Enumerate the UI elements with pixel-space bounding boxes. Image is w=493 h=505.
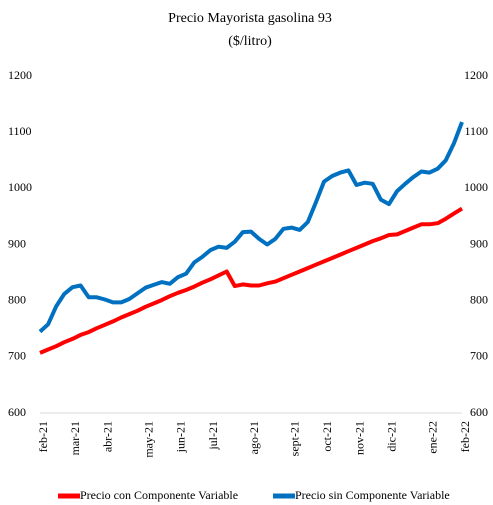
y2-tick-label: 1000 <box>464 180 488 194</box>
y2-tick-label: 1200 <box>464 68 488 82</box>
chart-subtitle: ($/litro) <box>228 34 272 49</box>
x-tick-label: sept-21 <box>287 421 301 456</box>
x-tick-label: feb-22 <box>458 421 472 452</box>
legend-label: Precio con Componente Variable <box>80 488 238 502</box>
x-tick-label: jul-21 <box>206 421 220 451</box>
x-tick-label: ago-21 <box>247 421 261 454</box>
x-tick-label: dic-21 <box>385 421 399 452</box>
x-tick-label: mar-21 <box>68 421 82 455</box>
y-tick-label: 600 <box>8 405 26 419</box>
chart-title: Precio Mayorista gasolina 93 <box>168 11 332 26</box>
x-tick-label: nov-21 <box>352 421 366 455</box>
x-tick-label: ene-22 <box>425 421 439 454</box>
y2-tick-label: 900 <box>470 236 488 250</box>
series-line <box>38 121 464 334</box>
legend-label: Precio sin Componente Variable <box>295 488 450 502</box>
y-tick-label: 1200 <box>8 68 32 82</box>
y-tick-label: 800 <box>8 292 26 306</box>
x-tick-label: may-21 <box>141 421 155 458</box>
y2-tick-label: 600 <box>470 405 488 419</box>
x-tick-label: feb-21 <box>36 421 50 452</box>
y-tick-label: 1000 <box>8 180 32 194</box>
y-tick-label: 700 <box>8 349 26 363</box>
y-tick-label: 900 <box>8 236 26 250</box>
x-tick-label: oct-21 <box>320 421 334 452</box>
y2-tick-label: 700 <box>470 349 488 363</box>
x-tick-label: abr-21 <box>101 421 115 452</box>
series-line <box>39 206 464 355</box>
y2-tick-label: 1100 <box>464 124 488 138</box>
y-tick-label: 1100 <box>8 124 32 138</box>
y2-tick-label: 800 <box>470 292 488 306</box>
x-tick-label: jun-21 <box>174 421 188 453</box>
